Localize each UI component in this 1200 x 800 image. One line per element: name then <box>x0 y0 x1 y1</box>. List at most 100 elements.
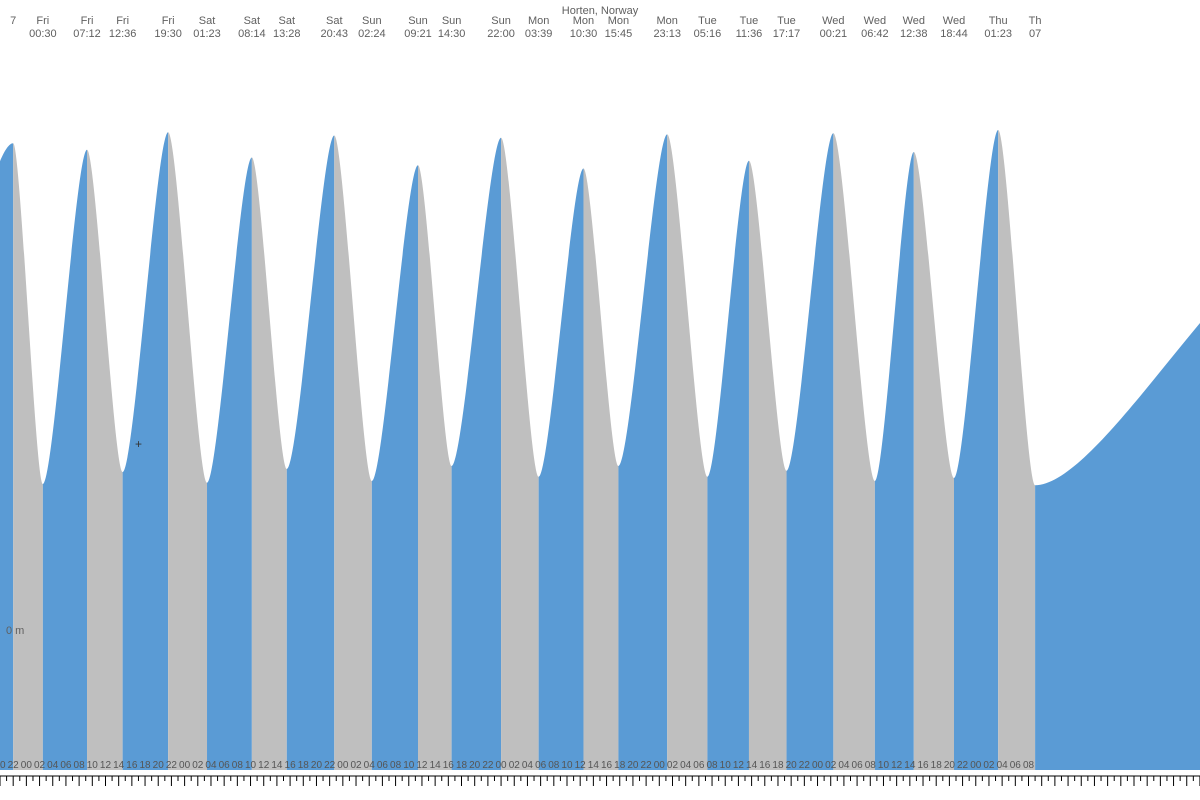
hour-tick-label: 18 <box>298 760 309 771</box>
hour-tick-label: 20 <box>469 760 480 771</box>
extreme-day: Sat <box>238 15 266 28</box>
extreme-time: 01:23 <box>984 28 1012 41</box>
extreme-time: 20:43 <box>320 28 348 41</box>
extreme-day: Thu <box>984 15 1012 28</box>
extreme-day: Sun <box>404 15 432 28</box>
hour-tick-label: 22 <box>324 760 335 771</box>
extreme-time: 06:42 <box>861 28 889 41</box>
hour-tick-label: 04 <box>205 760 216 771</box>
hour-tick-label: 04 <box>838 760 849 771</box>
extreme-day: Fri <box>73 15 101 28</box>
rising-segment <box>43 150 87 770</box>
hour-tick-label: 02 <box>509 760 520 771</box>
extreme-label: Tue17:17 <box>773 15 801 41</box>
hour-tick-label: 16 <box>601 760 612 771</box>
extreme-label: Th07 <box>1029 15 1042 41</box>
hour-tick-label: 18 <box>456 760 467 771</box>
hour-tick-label: 06 <box>852 760 863 771</box>
hour-tick-label: 10 <box>87 760 98 771</box>
y-zero-label: 0 m <box>6 625 24 637</box>
extreme-time: 7 <box>10 15 16 28</box>
extreme-time: 09:21 <box>404 28 432 41</box>
hour-tick-label: 00 <box>496 760 507 771</box>
extreme-label: Mon15:45 <box>605 15 633 41</box>
hour-tick-label: 02 <box>192 760 203 771</box>
extreme-day: Fri <box>109 15 137 28</box>
hour-tick-label: 02 <box>667 760 678 771</box>
extreme-label: Sat13:28 <box>273 15 301 41</box>
rising-segment <box>787 133 834 770</box>
extreme-label: Wed12:38 <box>900 15 928 41</box>
hour-tick-label: 10 <box>245 760 256 771</box>
extreme-day: Sun <box>438 15 466 28</box>
hour-tick-label: 02 <box>350 760 361 771</box>
extreme-day: Fri <box>154 15 182 28</box>
extreme-label: 7 <box>10 15 16 28</box>
falling-segment <box>418 165 452 770</box>
extreme-time: 02:24 <box>358 28 386 41</box>
extreme-time: 03:39 <box>525 28 553 41</box>
hour-tick-label: 14 <box>588 760 599 771</box>
extreme-label: Mon10:30 <box>570 15 598 41</box>
hour-tick-label: 08 <box>74 760 85 771</box>
falling-segment <box>87 150 123 770</box>
extreme-day: Mon <box>570 15 598 28</box>
falling-segment <box>998 130 1035 770</box>
extreme-label: Tue05:16 <box>694 15 722 41</box>
hour-tick-label: 14 <box>746 760 757 771</box>
extreme-time: 05:16 <box>694 28 722 41</box>
rising-segment <box>0 143 13 770</box>
extreme-label: Fri19:30 <box>154 15 182 41</box>
extreme-time: 13:28 <box>273 28 301 41</box>
hour-tick-label: 20 <box>786 760 797 771</box>
extreme-label: Wed06:42 <box>861 15 889 41</box>
extreme-time: 18:44 <box>940 28 968 41</box>
extreme-label: Sun14:30 <box>438 15 466 41</box>
falling-segment <box>749 161 787 770</box>
falling-segment <box>252 158 287 771</box>
extreme-day: Sat <box>193 15 221 28</box>
extreme-label: Mon23:13 <box>653 15 681 41</box>
extreme-time: 07:12 <box>73 28 101 41</box>
marker-cross: + <box>135 437 142 451</box>
extreme-day: Mon <box>653 15 681 28</box>
hour-tick-label: 20 <box>153 760 164 771</box>
hour-tick-label: 04 <box>997 760 1008 771</box>
falling-segment <box>334 136 372 771</box>
rising-segment <box>954 130 998 770</box>
hour-tick-label: 22 <box>482 760 493 771</box>
hour-tick-label: 02 <box>825 760 836 771</box>
hour-tick-label: 10 <box>561 760 572 771</box>
hour-tick-label: 18 <box>139 760 150 771</box>
hour-tick-label: 10 <box>403 760 414 771</box>
hour-tick-label: 12 <box>891 760 902 771</box>
hour-tick-label: 16 <box>443 760 454 771</box>
falling-segment <box>501 138 539 770</box>
hour-tick-label: 04 <box>364 760 375 771</box>
extreme-day: Wed <box>940 15 968 28</box>
hour-tick-label: 00 <box>812 760 823 771</box>
hour-tick-label: 00 <box>21 760 32 771</box>
extreme-label: Fri12:36 <box>109 15 137 41</box>
hour-tick-label: 02 <box>983 760 994 771</box>
extreme-time: 10:30 <box>570 28 598 41</box>
rising-segment <box>707 161 749 770</box>
extreme-day: Fri <box>29 15 57 28</box>
extreme-label: Fri07:12 <box>73 15 101 41</box>
hour-tick-label: 08 <box>1023 760 1034 771</box>
hour-tick-label: 14 <box>904 760 915 771</box>
extreme-time: 12:38 <box>900 28 928 41</box>
extreme-time: 01:23 <box>193 28 221 41</box>
extreme-label: Sun22:00 <box>487 15 515 41</box>
rising-segment <box>287 136 334 771</box>
extreme-day: Tue <box>694 15 722 28</box>
falling-segment <box>13 143 43 770</box>
hour-tick-label: 18 <box>931 760 942 771</box>
extreme-label: Wed00:21 <box>820 15 848 41</box>
rising-segment <box>123 132 168 770</box>
hour-tick-label: 22 <box>8 760 19 771</box>
hour-tick-label: 06 <box>219 760 230 771</box>
hour-tick-label: 22 <box>799 760 810 771</box>
hour-tick-label: 10 <box>720 760 731 771</box>
extreme-day: Mon <box>605 15 633 28</box>
